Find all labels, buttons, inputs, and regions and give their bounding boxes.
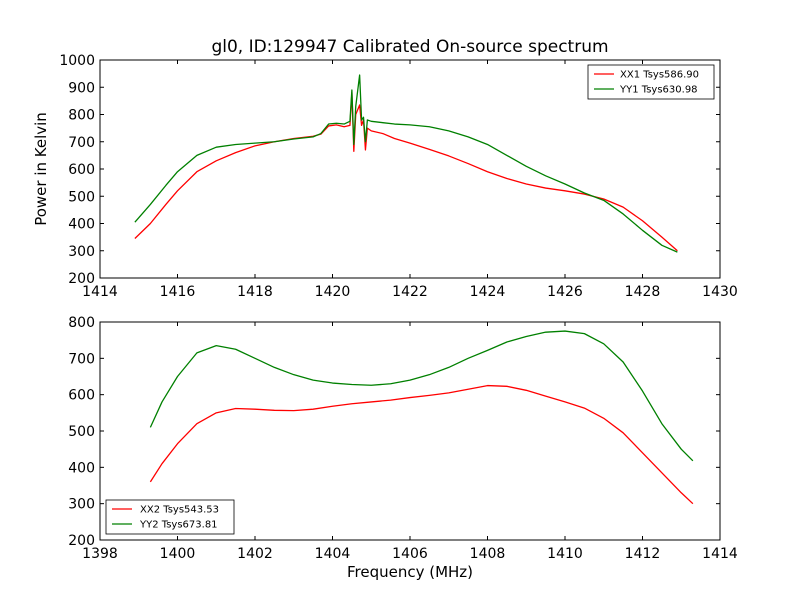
top-y-tick-label: 900 (68, 80, 95, 96)
top-legend-box (587, 64, 715, 100)
top-y-tick-label: 200 (68, 271, 95, 287)
top-x-tick-label: 1418 (237, 284, 273, 300)
top-y-tick-label: 800 (68, 108, 95, 124)
bottom-y-tick-label: 800 (68, 315, 95, 331)
top-chart-plot-area: 1414 1416 1418 1420 1422 1424 1426 1428 1430 200 3… (59, 53, 737, 300)
bottom-y-tick-label: 200 (68, 533, 95, 549)
top-x-tick-label: 1430 (702, 284, 738, 300)
bottom-chart-xlabel: Frequency (MHz) (347, 563, 473, 581)
top-series-line-0 (134, 92, 678, 252)
top-chart-frame (99, 59, 721, 279)
bottom-x-tick-label: 1412 (625, 546, 661, 562)
bottom-x-tick-label: 1406 (392, 546, 428, 562)
bottom-chart-plot-area: 1398 1400 1402 1404 1406 1408 1410 1412 1414 200 3… (68, 315, 738, 562)
bottom-legend-box (105, 499, 235, 535)
top-x-tick-label: 1422 (392, 284, 428, 300)
top-legend-label-yy1: YY1 Tsys630.98 (619, 85, 698, 96)
bottom-x-tick-label: 1400 (160, 546, 196, 562)
top-x-tick-label: 1414 (82, 284, 118, 300)
bottom-chart-legend: XX2 Tsys543.53 YY2 Tsys673.81 (105, 499, 235, 535)
top-x-tick-label: 1420 (315, 284, 351, 300)
top-chart-ylabel: Power in Kelvin (32, 112, 50, 226)
bottom-y-tick-label: 300 (68, 497, 95, 513)
bottom-x-tick-label: 1414 (702, 546, 738, 562)
bottom-x-tick-label: 1404 (315, 546, 351, 562)
top-y-tick-label: 400 (68, 217, 95, 233)
bottom-x-tick-label: 1402 (237, 546, 273, 562)
bottom-series-line-1 (149, 330, 694, 462)
bottom-x-tick-label: 1410 (547, 546, 583, 562)
top-legend-label-xx1: XX1 Tsys586.90 (620, 70, 699, 81)
top-y-tick-label: 700 (68, 135, 95, 151)
bottom-legend-label-xx2: XX2 Tsys543.53 (140, 505, 219, 516)
top-y-tick-label: 300 (68, 244, 95, 260)
bottom-chart: 1398 1400 1402 1404 1406 1408 1410 1412 1414 200 3… (68, 315, 738, 581)
top-x-tick-label: 1428 (625, 284, 661, 300)
bottom-x-tick-label: 1408 (470, 546, 506, 562)
top-x-tick-label: 1426 (547, 284, 583, 300)
top-x-tick-label: 1424 (470, 284, 506, 300)
top-y-tick-label: 1000 (59, 53, 95, 69)
bottom-legend-label-yy2: YY2 Tsys673.81 (139, 520, 218, 531)
top-series-line-1 (134, 74, 678, 253)
top-y-tick-label: 600 (68, 162, 95, 178)
top-x-tick-label: 1416 (160, 284, 196, 300)
bottom-chart-frame (99, 321, 721, 541)
top-chart: gl0, ID:129947 Calibrated On-source spec… (32, 37, 738, 300)
bottom-y-tick-label: 600 (68, 388, 95, 404)
bottom-x-tick-label: 1398 (82, 546, 118, 562)
bottom-y-tick-label: 400 (68, 460, 95, 476)
bottom-y-tick-label: 700 (68, 351, 95, 367)
bottom-series-line-0 (149, 384, 694, 505)
top-y-tick-label: 500 (68, 189, 95, 205)
top-chart-title: gl0, ID:129947 Calibrated On-source spec… (211, 37, 608, 57)
top-chart-legend: XX1 Tsys586.90 YY1 Tsys630.98 (587, 64, 715, 100)
bottom-y-tick-label: 500 (68, 424, 95, 440)
